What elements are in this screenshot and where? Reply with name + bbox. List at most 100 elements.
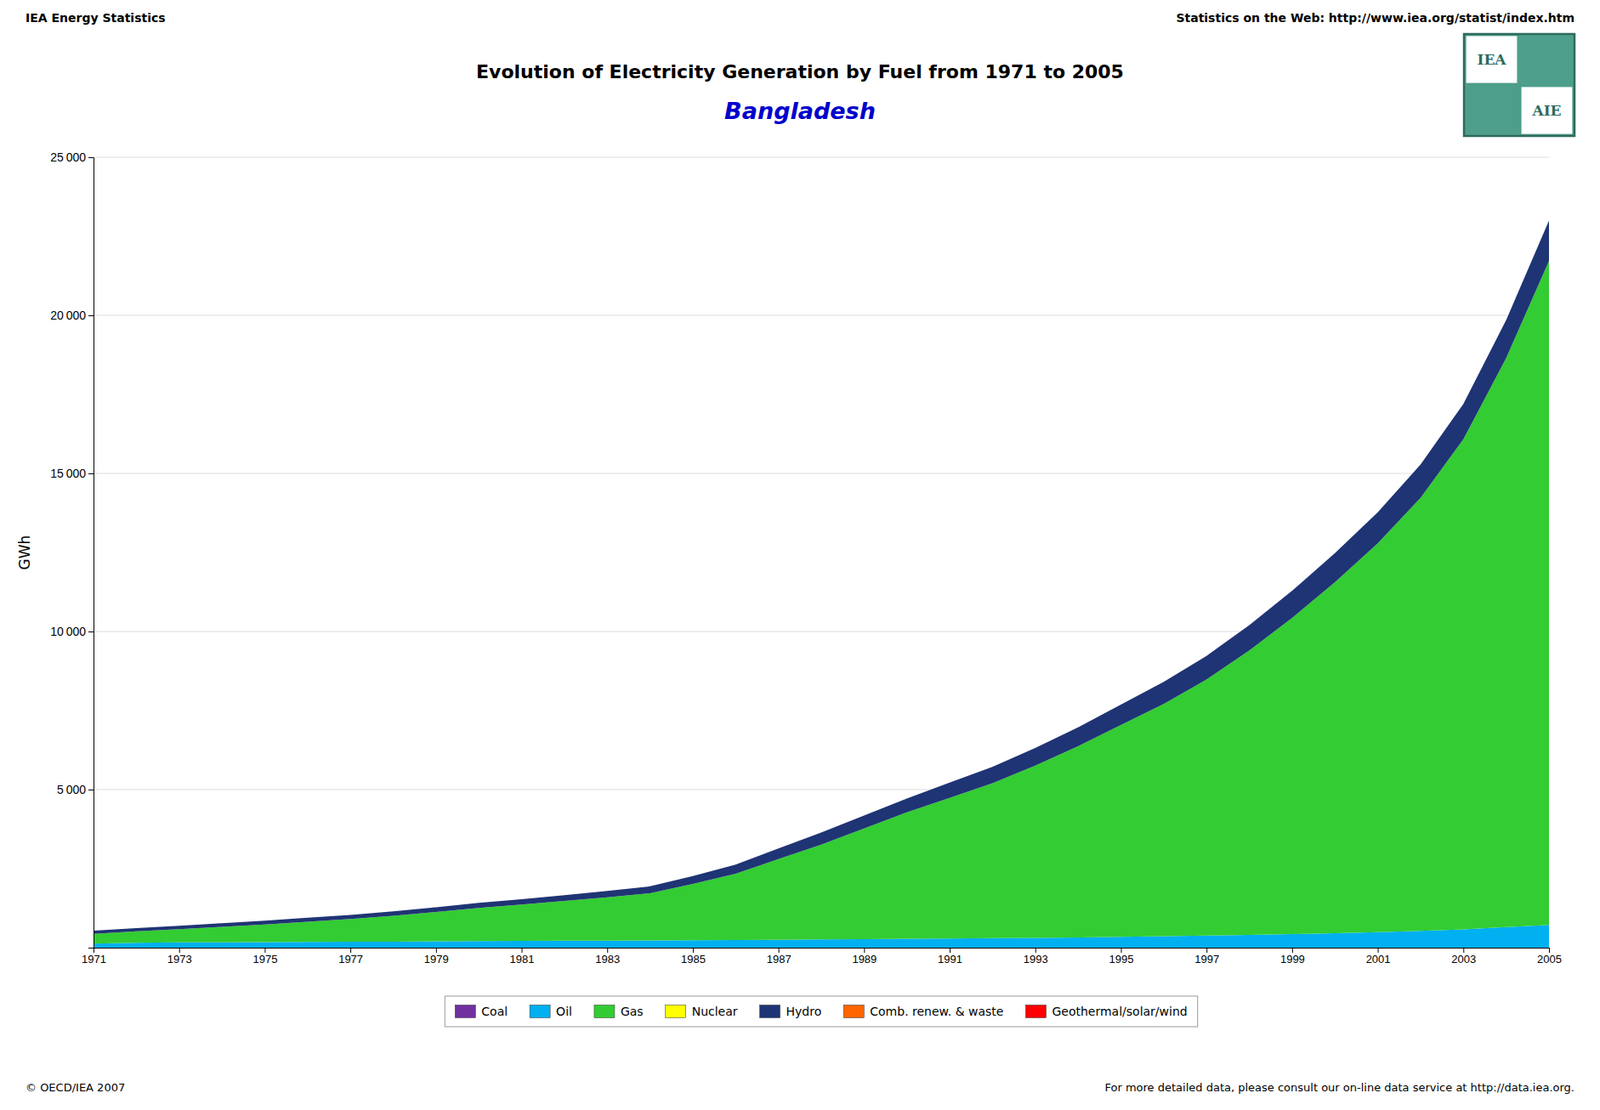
- logo-text: IEA: [1476, 51, 1507, 69]
- logo-text: AIE: [1531, 102, 1561, 120]
- x-tick-label: 1981: [510, 953, 535, 966]
- x-tick: 1995: [1109, 947, 1135, 966]
- x-tick-label: 1997: [1194, 953, 1220, 966]
- legend-swatch: [594, 1005, 615, 1019]
- x-tick-label: 2005: [1537, 953, 1562, 966]
- x-axis-line: [94, 948, 1550, 954]
- x-tick: 2003: [1451, 947, 1476, 966]
- x-tick: 1983: [595, 947, 620, 966]
- legend-item: Coal: [454, 1004, 508, 1019]
- legend-label: Geothermal/solar/wind: [1051, 1004, 1187, 1019]
- legend-label: Comb. renew. & waste: [869, 1004, 1004, 1019]
- x-tick: 1997: [1194, 947, 1220, 966]
- x-tick-mark: [778, 947, 780, 954]
- y-tick-mark: [88, 473, 94, 475]
- logo-panel: [1521, 86, 1573, 134]
- x-tick-mark: [1035, 947, 1037, 954]
- x-tick-label: 1975: [252, 953, 278, 966]
- footer-left: © OECD/IEA 2007: [25, 1081, 125, 1095]
- legend-item: Nuclear: [665, 1004, 738, 1019]
- legend-item: Geothermal/solar/wind: [1025, 1004, 1187, 1019]
- x-axis: 1971 1973 1975 1977 1979 1981 1983 1985 1987 1989…: [81, 947, 1562, 966]
- legend-label: Nuclear: [692, 1004, 738, 1019]
- x-tick-label: 1985: [680, 953, 706, 966]
- area: [93, 220, 1549, 931]
- legend-item: Comb. renew. & waste: [843, 1004, 1004, 1019]
- x-tick: 1979: [424, 947, 449, 966]
- title: Evolution of Electricity Generation by F…: [476, 61, 1124, 83]
- x-tick-mark: [264, 947, 266, 954]
- y-tick-mark: [88, 315, 94, 317]
- y-tick-label: 20 000: [50, 308, 86, 323]
- logo-background: [1463, 34, 1575, 137]
- y-tick-label: 25 000: [50, 150, 86, 165]
- legend-swatch: [843, 1005, 864, 1019]
- legend-label: Hydro: [786, 1004, 823, 1019]
- legend-swatch: [665, 1005, 687, 1019]
- x-tick-label: 1983: [595, 953, 620, 966]
- legend-swatch: [529, 1005, 551, 1019]
- x-tick-label: 1999: [1280, 953, 1305, 966]
- area: [93, 220, 1549, 934]
- y-tick-label: 5 000: [56, 782, 86, 797]
- x-tick-label: 1989: [851, 953, 877, 966]
- header-right: Statistics on the Web: http://www.iea.or…: [1175, 11, 1575, 25]
- subtitle: Bangladesh: [724, 97, 876, 125]
- x-tick: 1971: [81, 947, 107, 966]
- y-tick-mark: [88, 631, 94, 633]
- legend-label: Gas: [620, 1004, 644, 1019]
- y-tick: 5 000: [56, 782, 94, 797]
- header-left: IEA Energy Statistics: [25, 11, 166, 25]
- x-tick: 2005: [1537, 947, 1562, 966]
- x-tick-mark: [607, 947, 608, 954]
- y-tick: 20 000: [50, 308, 94, 323]
- legend-item: Gas: [594, 1004, 644, 1019]
- y-axis-line: [88, 158, 95, 949]
- x-tick-label: 2003: [1451, 953, 1476, 966]
- legend-label: Oil: [556, 1004, 573, 1019]
- grid-line: [93, 157, 1549, 159]
- grid-line: [93, 315, 1549, 317]
- x-tick-mark: [436, 947, 437, 954]
- x-tick-label: 1995: [1109, 953, 1135, 966]
- y-tick-label: 15 000: [50, 466, 86, 481]
- x-tick-mark: [1463, 947, 1464, 954]
- legend-label: Coal: [481, 1004, 508, 1019]
- x-tick: 1999: [1280, 947, 1305, 966]
- x-tick: 1975: [252, 947, 278, 966]
- logo: IEA AIE: [1463, 34, 1575, 137]
- x-tick-label: 1977: [338, 953, 364, 966]
- x-tick: 1977: [338, 947, 364, 966]
- y-axis: 5 000 10 000 15 000 20 000 25 000: [50, 150, 94, 949]
- x-tick-mark: [1206, 947, 1208, 954]
- x-tick-mark: [949, 947, 951, 954]
- logo-panel: [1466, 35, 1518, 83]
- x-tick: 1989: [851, 947, 877, 966]
- legend-swatch: [1025, 1005, 1046, 1019]
- x-tick-mark: [692, 947, 694, 954]
- footer-right: For more detailed data, please consult o…: [1105, 1081, 1576, 1095]
- x-tick: 1987: [766, 947, 792, 966]
- x-tick: 1973: [167, 947, 193, 966]
- area: [93, 220, 1549, 931]
- x-tick-label: 1987: [766, 953, 792, 966]
- x-tick-mark: [1120, 947, 1122, 954]
- y-tick-label: 10 000: [50, 624, 86, 639]
- legend-frame: [444, 996, 1198, 1027]
- y-tick: 25 000: [50, 150, 94, 165]
- plot-area: [93, 220, 1549, 948]
- legend-item: Oil: [529, 1004, 573, 1019]
- x-tick-mark: [1548, 947, 1550, 954]
- x-tick-label: 1971: [81, 953, 107, 966]
- x-tick-label: 1991: [937, 953, 963, 966]
- chart: 1971 1973 1975 1977 1979 1981 1983 1985 1987 1989…: [0, 0, 1600, 1110]
- legend-swatch: [454, 1005, 476, 1019]
- x-tick-mark: [1378, 947, 1379, 954]
- x-tick: 1985: [680, 947, 706, 966]
- x-tick: 1993: [1023, 947, 1049, 966]
- x-tick-mark: [179, 947, 181, 954]
- y-tick: 15 000: [50, 466, 94, 481]
- x-tick-mark: [521, 947, 523, 954]
- legend-item: Hydro: [760, 1004, 823, 1019]
- y-axis-title: GWh: [16, 535, 34, 571]
